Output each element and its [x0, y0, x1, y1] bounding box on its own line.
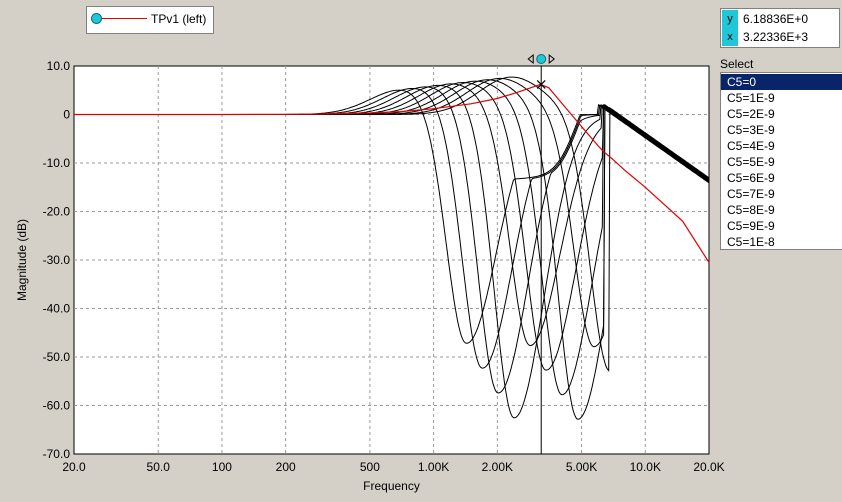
x-tick-label: 5.00K: [566, 460, 597, 474]
readout-y-key: y: [722, 10, 738, 28]
y-tick-label: -20.0: [43, 205, 71, 219]
x-tick-label: 2.00K: [482, 460, 513, 474]
series-line-c5-0: [74, 83, 710, 263]
x-tick-label: 20.0K: [693, 460, 724, 474]
y-axis-title: Magnitude (dB): [15, 219, 29, 301]
select-option[interactable]: C5=3E-9: [727, 123, 775, 137]
legend-label: TPv1 (left): [151, 12, 207, 26]
select-option[interactable]: C5=9E-9: [727, 219, 775, 233]
select-option[interactable]: C5=8E-9: [727, 203, 775, 217]
readout-x-row: x 3.22336E+3: [721, 28, 839, 46]
y-tick-label: -70.0: [43, 447, 71, 461]
readout-y-value: 6.18836E+0: [743, 12, 809, 26]
cursor-cross-icon: [536, 80, 546, 89]
select-title: Select: [720, 57, 754, 71]
x-tick-label: 50.0: [147, 460, 171, 474]
y-tick-label: -10.0: [43, 156, 71, 170]
plot-area: [73, 65, 710, 455]
select-option[interactable]: C5=0: [721, 74, 842, 90]
y-tick-label: -50.0: [43, 350, 71, 364]
y-tick-label: -60.0: [43, 399, 71, 413]
y-tick-label: 10.0: [47, 59, 71, 73]
cursor-readout: y 6.18836E+0 x 3.22336E+3: [720, 8, 840, 48]
legend-line-swatch: [97, 18, 147, 19]
select-option[interactable]: C5=1E-9: [727, 91, 775, 105]
x-tick-label: 20.0: [62, 460, 86, 474]
readout-x-key: x: [722, 28, 738, 46]
x-tick-label: 500: [360, 460, 380, 474]
select-listbox[interactable]: C5=0 C5=1E-9 C5=2E-9 C5=3E-9 C5=4E-9 C5=5E-9 C…: [720, 72, 842, 250]
series-layer: [74, 83, 710, 263]
select-option[interactable]: C5=5E-9: [727, 155, 775, 169]
cursor-handle-icon[interactable]: [536, 54, 547, 64]
readout-y-row: y 6.18836E+0: [721, 10, 839, 28]
legend-marker-icon: [91, 13, 102, 24]
x-tick-label: 100: [212, 460, 232, 474]
x-axis-title: Frequency: [363, 479, 420, 493]
select-option[interactable]: C5=2E-9: [727, 107, 775, 121]
x-tick-label: 10.0K: [630, 460, 661, 474]
cursor-right-arrow-icon[interactable]: [548, 53, 556, 65]
legend[interactable]: TPv1 (left): [86, 6, 214, 34]
tick-labels: 20.0 50.0 100 200 500 1.00K 2.00K 5.00K 10.0K 20.…: [43, 59, 725, 474]
x-tick-label: 200: [276, 460, 296, 474]
select-option[interactable]: C5=6E-9: [727, 171, 775, 185]
cursor[interactable]: [527, 53, 556, 455]
y-tick-label: -30.0: [43, 253, 71, 267]
y-tick-label: -40.0: [43, 302, 71, 316]
readout-x-value: 3.22336E+3: [743, 30, 809, 44]
select-option[interactable]: C5=7E-9: [727, 187, 775, 201]
select-option[interactable]: C5=4E-9: [727, 139, 775, 153]
x-tick-label: 1.00K: [418, 460, 449, 474]
y-tick-label: 0: [63, 108, 70, 122]
select-option[interactable]: C5=1E-8: [727, 235, 775, 249]
cursor-left-arrow-icon[interactable]: [527, 53, 534, 65]
